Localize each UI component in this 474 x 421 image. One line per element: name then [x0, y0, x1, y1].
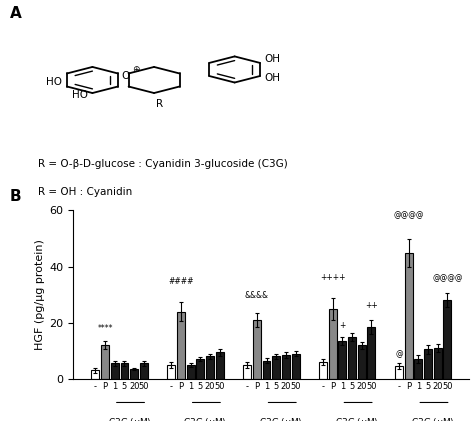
Bar [272, 357, 280, 379]
Text: @: @ [395, 349, 403, 358]
Bar [443, 300, 451, 379]
Text: ++: ++ [365, 301, 378, 310]
Text: C3G ($\mu$M): C3G ($\mu$M) [411, 416, 455, 421]
Bar [206, 357, 214, 379]
Bar [358, 345, 366, 379]
Bar [282, 355, 290, 379]
Bar [424, 349, 432, 379]
Bar [187, 365, 195, 379]
Bar [140, 363, 148, 379]
Text: +: + [339, 321, 346, 330]
Bar [329, 309, 337, 379]
Text: C3G ($\mu$M): C3G ($\mu$M) [335, 416, 379, 421]
Bar [130, 369, 138, 379]
Y-axis label: HGF (pg/μg protein): HGF (pg/μg protein) [36, 239, 46, 350]
Bar [414, 359, 422, 379]
Text: OH: OH [265, 54, 281, 64]
Bar [120, 363, 128, 379]
Text: HO: HO [46, 77, 62, 87]
Text: HO: HO [72, 90, 88, 100]
Bar [367, 327, 375, 379]
Bar [101, 345, 109, 379]
Text: @@@@: @@@@ [393, 210, 424, 219]
Text: &&&&: &&&& [245, 291, 269, 300]
Text: ****: **** [97, 324, 113, 333]
Bar [243, 365, 251, 379]
Text: R = OH : Cyanidin: R = OH : Cyanidin [38, 187, 132, 197]
Text: R: R [156, 99, 164, 109]
Text: O: O [121, 71, 130, 81]
Bar [177, 312, 185, 379]
Text: C3G ($\mu$M): C3G ($\mu$M) [108, 416, 151, 421]
Text: ++++: ++++ [320, 273, 346, 282]
Bar [338, 341, 346, 379]
Bar [253, 320, 261, 379]
Text: R = O-β-D-glucose : Cyanidin 3-glucoside (C3G): R = O-β-D-glucose : Cyanidin 3-glucoside… [38, 159, 288, 169]
Bar [91, 370, 100, 379]
Bar [292, 354, 300, 379]
Bar [319, 362, 327, 379]
Text: B: B [9, 189, 21, 204]
Bar [348, 337, 356, 379]
Text: ####: #### [168, 277, 194, 286]
Bar [434, 348, 442, 379]
Bar [405, 253, 412, 379]
Text: @@@@: @@@@ [432, 273, 463, 282]
Text: C3G ($\mu$M): C3G ($\mu$M) [183, 416, 227, 421]
Bar [263, 361, 271, 379]
Bar [111, 363, 119, 379]
Text: C3G ($\mu$M): C3G ($\mu$M) [259, 416, 303, 421]
Text: OH: OH [265, 73, 281, 83]
Bar [167, 365, 175, 379]
Text: ⊕: ⊕ [132, 65, 140, 75]
Text: A: A [9, 6, 21, 21]
Bar [395, 366, 403, 379]
Bar [196, 359, 204, 379]
Bar [216, 352, 224, 379]
